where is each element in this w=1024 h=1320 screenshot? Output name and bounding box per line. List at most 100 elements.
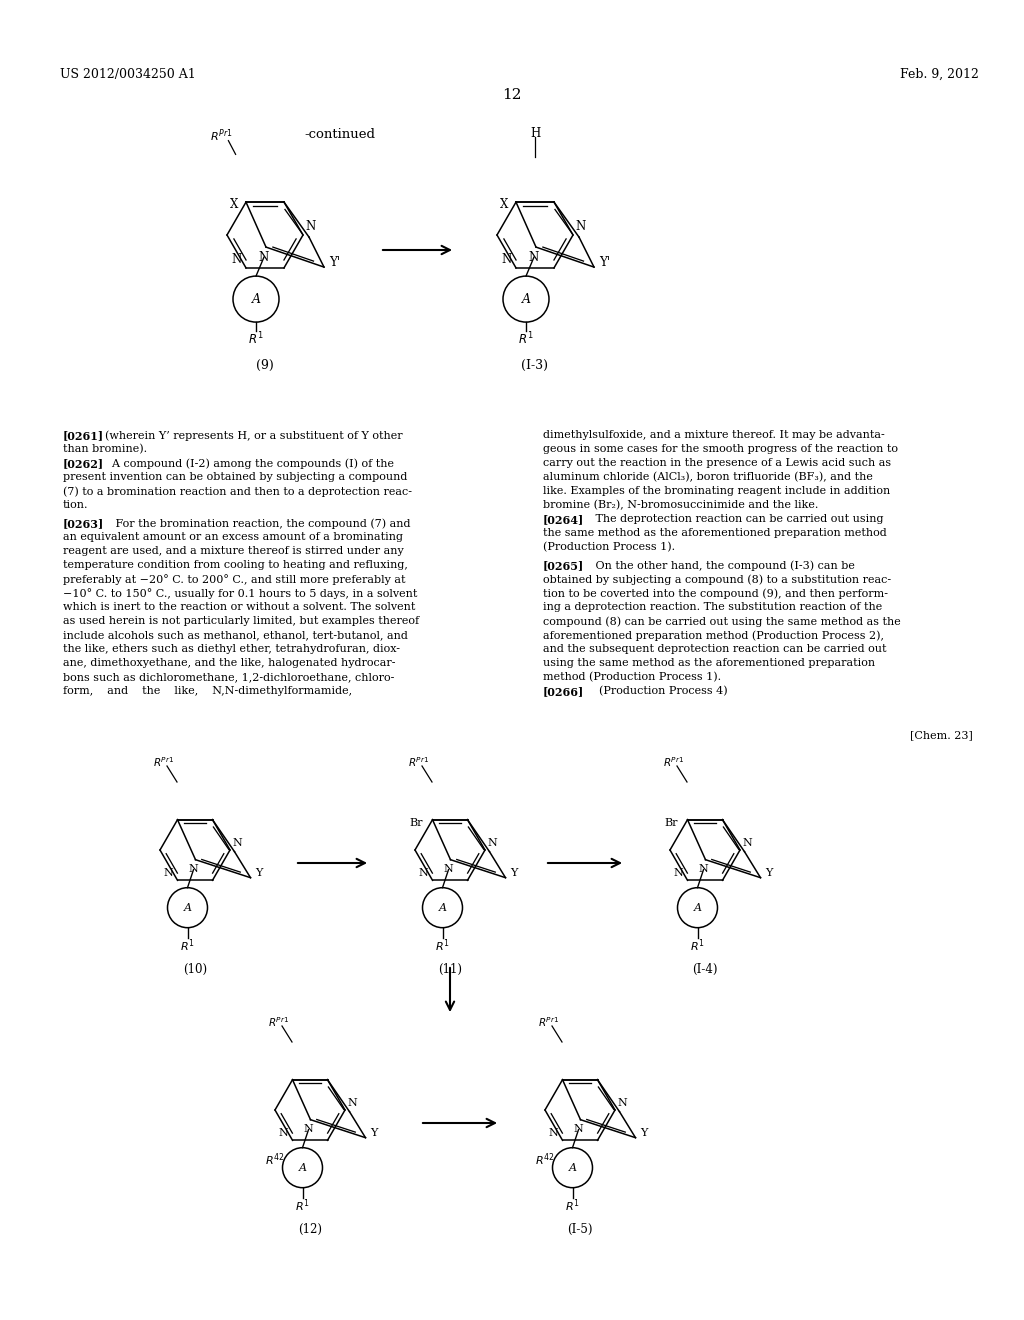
Text: N: N: [573, 1123, 584, 1134]
Text: N: N: [487, 838, 497, 847]
Text: $R^1$: $R^1$: [295, 1197, 310, 1214]
Text: using the same method as the aforementioned preparation: using the same method as the aforementio…: [543, 657, 876, 668]
Text: Y': Y': [599, 256, 610, 268]
Text: present invention can be obtained by subjecting a compound: present invention can be obtained by sub…: [63, 473, 408, 482]
Text: (I-3): (I-3): [521, 359, 549, 372]
Text: N: N: [347, 1098, 356, 1107]
Text: A compound (I-2) among the compounds (I) of the: A compound (I-2) among the compounds (I)…: [105, 458, 394, 469]
Text: A: A: [568, 1163, 577, 1172]
Text: N: N: [259, 251, 269, 264]
Text: N: N: [742, 838, 752, 847]
Text: $R^1$: $R^1$: [435, 937, 450, 954]
Text: aforementioned preparation method (Production Process 2),: aforementioned preparation method (Produ…: [543, 630, 884, 640]
Text: US 2012/0034250 A1: US 2012/0034250 A1: [60, 69, 196, 81]
Text: $R^{Pr1}$: $R^{Pr1}$: [268, 1015, 290, 1028]
Text: N: N: [575, 220, 586, 234]
Text: $R^1$: $R^1$: [565, 1197, 580, 1214]
Text: preferably at −20° C. to 200° C., and still more preferably at: preferably at −20° C. to 200° C., and st…: [63, 574, 406, 585]
Text: N: N: [188, 863, 199, 874]
Text: N: N: [231, 253, 242, 265]
Text: reagent are used, and a mixture thereof is stirred under any: reagent are used, and a mixture thereof …: [63, 546, 403, 556]
Text: $R^{42}$: $R^{42}$: [265, 1151, 285, 1168]
Text: $R^1$: $R^1$: [518, 331, 534, 347]
Text: Y': Y': [329, 256, 340, 268]
Text: N: N: [502, 253, 512, 265]
Text: (wherein Y’ represents H, or a substituent of Y other: (wherein Y’ represents H, or a substitue…: [105, 430, 402, 441]
Text: A: A: [183, 903, 191, 912]
Text: Y: Y: [640, 1127, 648, 1138]
Text: method (Production Process 1).: method (Production Process 1).: [543, 672, 721, 682]
Text: compound (8) can be carried out using the same method as the: compound (8) can be carried out using th…: [543, 616, 901, 627]
Text: Y: Y: [371, 1127, 378, 1138]
Text: A: A: [252, 293, 260, 306]
Text: (Production Process 4): (Production Process 4): [585, 686, 728, 697]
Text: dimethylsulfoxide, and a mixture thereof. It may be advanta-: dimethylsulfoxide, and a mixture thereof…: [543, 430, 885, 440]
Text: (7) to a bromination reaction and then to a deprotection reac-: (7) to a bromination reaction and then t…: [63, 486, 412, 496]
Text: [0265]: [0265]: [543, 560, 585, 572]
Text: bons such as dichloromethane, 1,2-dichloroethane, chloro-: bons such as dichloromethane, 1,2-dichlo…: [63, 672, 394, 682]
Text: H: H: [530, 127, 541, 140]
Text: (11): (11): [438, 962, 462, 975]
Text: -continued: -continued: [304, 128, 376, 141]
Text: (9): (9): [256, 359, 273, 372]
Text: N: N: [164, 869, 173, 878]
Text: (I-5): (I-5): [567, 1222, 593, 1236]
Text: the same method as the aforementioned preparation method: the same method as the aforementioned pr…: [543, 528, 887, 539]
Text: [0263]: [0263]: [63, 517, 104, 529]
Text: A: A: [438, 903, 446, 912]
Text: N: N: [232, 838, 242, 847]
Text: ing a deprotection reaction. The substitution reaction of the: ing a deprotection reaction. The substit…: [543, 602, 883, 612]
Text: (I-4): (I-4): [692, 962, 718, 975]
Text: $R^{Pr1}$: $R^{Pr1}$: [663, 755, 684, 768]
Text: tion.: tion.: [63, 500, 88, 510]
Text: N: N: [304, 1123, 313, 1134]
Text: A: A: [299, 1163, 306, 1172]
Text: On the other hand, the compound (I-3) can be: On the other hand, the compound (I-3) ca…: [585, 560, 855, 570]
Text: and the subsequent deprotection reaction can be carried out: and the subsequent deprotection reaction…: [543, 644, 887, 653]
Text: N: N: [698, 863, 709, 874]
Text: 12: 12: [502, 88, 522, 102]
Text: X: X: [229, 198, 238, 211]
Text: than bromine).: than bromine).: [63, 444, 147, 454]
Text: N: N: [617, 1098, 627, 1107]
Text: obtained by subjecting a compound (8) to a substitution reac-: obtained by subjecting a compound (8) to…: [543, 574, 891, 585]
Text: Br: Br: [664, 817, 678, 828]
Text: tion to be coverted into the compound (9), and then perform-: tion to be coverted into the compound (9…: [543, 587, 888, 598]
Text: N: N: [549, 1129, 558, 1138]
Text: $R^{42}$: $R^{42}$: [535, 1151, 555, 1168]
Text: $R^1$: $R^1$: [690, 937, 705, 954]
Text: $R^{Pr1}$: $R^{Pr1}$: [408, 755, 429, 768]
Text: Feb. 9, 2012: Feb. 9, 2012: [900, 69, 979, 81]
Text: (12): (12): [298, 1222, 322, 1236]
Text: ane, dimethoxyethane, and the like, halogenated hydrocar-: ane, dimethoxyethane, and the like, halo…: [63, 657, 395, 668]
Text: [Chem. 23]: [Chem. 23]: [910, 730, 973, 741]
Text: aluminum chloride (AlCl₃), boron trifluoride (BF₃), and the: aluminum chloride (AlCl₃), boron trifluo…: [543, 473, 872, 482]
Text: $R^1$: $R^1$: [180, 937, 195, 954]
Text: which is inert to the reaction or without a solvent. The solvent: which is inert to the reaction or withou…: [63, 602, 416, 612]
Text: (Production Process 1).: (Production Process 1).: [543, 543, 675, 552]
Text: Y: Y: [511, 867, 518, 878]
Text: $R^1$: $R^1$: [248, 331, 264, 347]
Text: −10° C. to 150° C., usually for 0.1 hours to 5 days, in a solvent: −10° C. to 150° C., usually for 0.1 hour…: [63, 587, 418, 599]
Text: N: N: [279, 1129, 289, 1138]
Text: the like, ethers such as diethyl ether, tetrahydrofuran, diox-: the like, ethers such as diethyl ether, …: [63, 644, 400, 653]
Text: N: N: [674, 869, 683, 878]
Text: temperature condition from cooling to heating and refluxing,: temperature condition from cooling to he…: [63, 560, 408, 570]
Text: Y: Y: [766, 867, 773, 878]
Text: $R^{Pr1}$: $R^{Pr1}$: [538, 1015, 559, 1028]
Text: (10): (10): [183, 962, 207, 975]
Text: bromine (Br₂), N-bromosuccinimide and the like.: bromine (Br₂), N-bromosuccinimide and th…: [543, 500, 818, 511]
Text: N: N: [443, 863, 454, 874]
Text: $R^{Pr1}$: $R^{Pr1}$: [153, 755, 174, 768]
Text: as used herein is not particularly limited, but examples thereof: as used herein is not particularly limit…: [63, 616, 419, 626]
Text: For the bromination reaction, the compound (7) and: For the bromination reaction, the compou…: [105, 517, 411, 528]
Text: The deprotection reaction can be carried out using: The deprotection reaction can be carried…: [585, 513, 884, 524]
Text: N: N: [419, 869, 428, 878]
Text: geous in some cases for the smooth progress of the reaction to: geous in some cases for the smooth progr…: [543, 444, 898, 454]
Text: [0262]: [0262]: [63, 458, 104, 469]
Text: A: A: [693, 903, 701, 912]
Text: like. Examples of the brominating reagent include in addition: like. Examples of the brominating reagen…: [543, 486, 890, 496]
Text: Br: Br: [409, 817, 423, 828]
Text: A: A: [521, 293, 530, 306]
Text: Y: Y: [256, 867, 263, 878]
